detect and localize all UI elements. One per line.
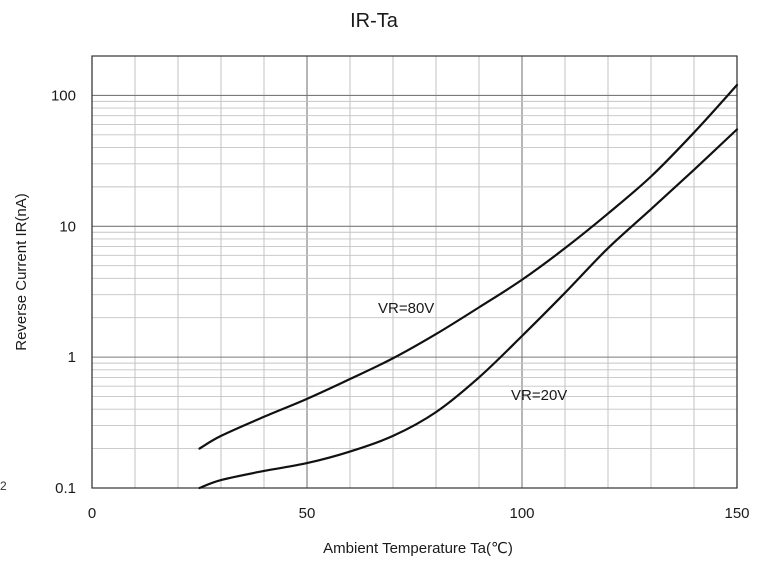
y-tick-label: 100 — [51, 87, 76, 104]
x-tick-label: 50 — [299, 505, 316, 522]
series-group — [198, 83, 739, 490]
series-line-vr20 — [198, 128, 739, 490]
y-tick-label: 10 — [59, 218, 76, 235]
annotation-vr20: VR=20V — [511, 387, 567, 404]
x-tick-label: 0 — [88, 505, 96, 522]
stray-text: 2 — [0, 479, 7, 493]
x-tick-label: 100 — [509, 505, 534, 522]
y-tick-label: 0.1 — [55, 480, 76, 497]
y-tick-label: 1 — [68, 349, 76, 366]
plot-frame — [91, 55, 738, 489]
grid — [91, 55, 738, 489]
chart-title: IR-Ta — [350, 10, 399, 32]
annotation-vr80: VR=80V — [378, 300, 434, 317]
series-line-vr80 — [198, 83, 739, 450]
y-axis-title: Reverse Current IR(nA) — [13, 193, 30, 351]
x-axis-title: Ambient Temperature Ta(℃) — [323, 540, 513, 557]
x-tick-label: 150 — [724, 505, 749, 522]
tick-labels: 0 50 100 150 0.1 1 10 100 — [51, 87, 750, 522]
